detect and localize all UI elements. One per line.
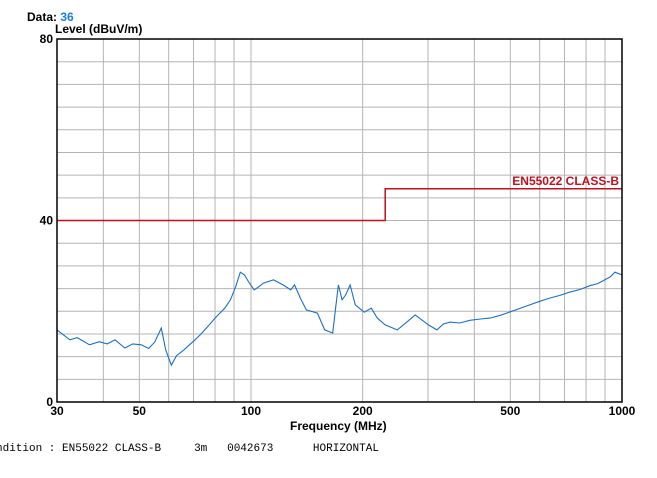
x-tick-label: 100 [241, 404, 261, 418]
trace-group [56, 271, 623, 367]
y-axis-label: Level (dBuV/m) [55, 22, 143, 36]
data-value: 36 [60, 10, 74, 24]
condition-limit: EN55022 CLASS-B [62, 443, 162, 455]
condition-id: 0042673 [227, 443, 274, 455]
limit-label: EN55022 CLASS-B [512, 174, 619, 188]
x-tick-label: 30 [50, 404, 64, 418]
emission-trace [56, 271, 623, 367]
x-tick-label: 200 [353, 404, 373, 418]
condition-distance: 3m [194, 443, 208, 455]
y-tick-label: 40 [40, 214, 54, 228]
data-label: Data: 36 [27, 10, 74, 24]
x-axis-label: Frequency (MHz) [290, 419, 387, 433]
condition-polarization: HORIZONTAL [312, 443, 379, 455]
plot-frame [56, 38, 623, 403]
limit-line-group [57, 187, 622, 222]
x-tick-label: 500 [500, 404, 520, 418]
x-tick-label: 50 [133, 404, 147, 418]
data-label-text: Data: [27, 10, 58, 24]
condition-prefix: ndition : [0, 443, 56, 455]
y-tick-label: 0 [46, 395, 53, 409]
x-tick-label: 1000 [609, 404, 636, 418]
tick-labels: 30 50 100 200 500 1000 0 40 80 [40, 32, 636, 418]
y-tick-label: 80 [40, 32, 54, 46]
limit-line [57, 187, 622, 222]
condition-line: ndition : EN55022 CLASS-B 3m 0042673 HOR… [0, 443, 379, 455]
